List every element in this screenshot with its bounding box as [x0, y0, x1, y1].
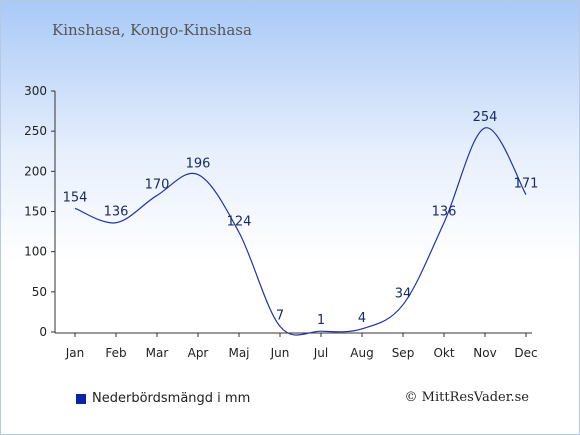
legend-label: Nederbördsmängd i mm [92, 391, 251, 406]
data-label: 154 [63, 190, 88, 205]
data-label: 196 [186, 157, 211, 172]
x-tick-label: Apr [188, 346, 209, 360]
y-tick-label: 100 [24, 245, 47, 259]
data-label: 34 [395, 287, 412, 302]
data-label: 124 [227, 214, 252, 229]
y-tick-label: 200 [24, 164, 47, 178]
y-tick-label: 50 [32, 285, 47, 299]
series-line [74, 127, 527, 336]
data-label: 136 [104, 205, 129, 220]
y-tick-label: 250 [24, 124, 47, 138]
y-tick-label: 300 [24, 84, 47, 98]
x-tick-label: Jan [65, 346, 85, 360]
legend-swatch [76, 393, 86, 404]
copyright-text: © MittResVader.se [404, 390, 529, 405]
x-tick-label: Sep [392, 346, 415, 360]
data-label: 1 [317, 313, 325, 328]
x-tick-label: Dec [514, 346, 537, 360]
y-tick-label: 150 [24, 205, 47, 219]
x-tick-label: Maj [228, 346, 249, 360]
data-label: 7 [276, 308, 284, 323]
data-label: 171 [514, 177, 539, 192]
legend: Nederbördsmängd i mm [76, 391, 250, 406]
x-tick-label: Okt [433, 346, 454, 360]
chart-title: Kinshasa, Kongo-Kinshasa [52, 21, 252, 39]
data-label: 136 [432, 205, 457, 220]
x-tick-label: Mar [146, 346, 169, 360]
x-tick-label: Feb [105, 346, 126, 360]
x-tick-label: Jul [313, 346, 328, 360]
data-label: 254 [473, 110, 498, 125]
x-tick-label: Aug [350, 346, 373, 360]
x-tick-label: Jun [270, 346, 290, 360]
y-tick-label: 0 [39, 325, 47, 339]
data-label: 170 [145, 177, 170, 192]
data-label: 4 [358, 311, 366, 326]
x-tick-label: Nov [473, 346, 496, 360]
